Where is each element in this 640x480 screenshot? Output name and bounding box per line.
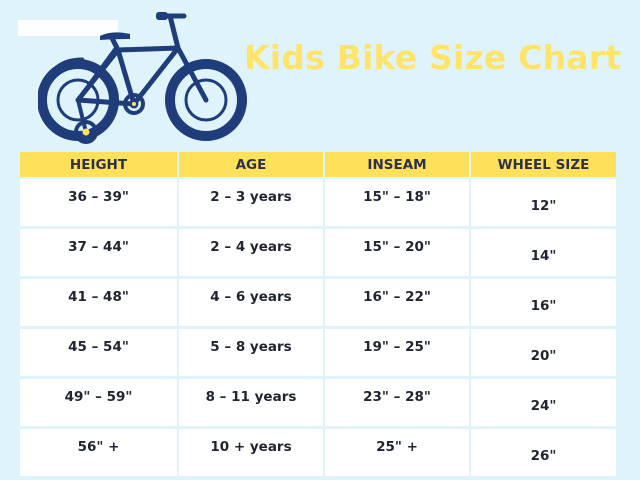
kids-bike-icon xyxy=(38,12,247,144)
cell-wheel-size: 16" xyxy=(471,279,616,326)
table-header: HEIGHT AGE INSEAM WHEEL SIZE xyxy=(20,152,616,177)
header-age: AGE xyxy=(179,152,323,177)
cell-height: 45 – 54" xyxy=(20,329,177,376)
cell-inseam: 19" – 25" xyxy=(325,329,469,376)
table-row: 37 – 44" 2 – 4 years 15" – 20" 14" xyxy=(20,229,616,276)
cell-age: 2 – 3 years xyxy=(179,179,323,226)
cell-wheel-size: 14" xyxy=(471,229,616,276)
cell-age: 5 – 8 years xyxy=(179,329,323,376)
cell-inseam: 16" – 22" xyxy=(325,279,469,326)
cell-wheel-size: 26" xyxy=(471,429,616,476)
header-inseam: INSEAM xyxy=(325,152,469,177)
cell-inseam: 15" – 20" xyxy=(325,229,469,276)
size-chart-table: HEIGHT AGE INSEAM WHEEL SIZE 36 – 39" 2 … xyxy=(20,152,616,479)
decorative-strip xyxy=(18,20,118,36)
table-row: 56" + 10 + years 25" + 26" xyxy=(20,429,616,476)
cell-age: 8 – 11 years xyxy=(179,379,323,426)
cell-wheel-size: 12" xyxy=(471,179,616,226)
cell-age: 4 – 6 years xyxy=(179,279,323,326)
cell-height: 49" – 59" xyxy=(20,379,177,426)
table-row: 49" – 59" 8 – 11 years 23" – 28" 24" xyxy=(20,379,616,426)
cell-wheel-size: 24" xyxy=(471,379,616,426)
cell-inseam: 15" – 18" xyxy=(325,179,469,226)
cell-height: 56" + xyxy=(20,429,177,476)
cell-height: 36 – 39" xyxy=(20,179,177,226)
header-height: HEIGHT xyxy=(20,152,177,177)
cell-height: 37 – 44" xyxy=(20,229,177,276)
cell-age: 10 + years xyxy=(179,429,323,476)
table-row: 41 – 48" 4 – 6 years 16" – 22" 16" xyxy=(20,279,616,326)
header-wheel-size: WHEEL SIZE xyxy=(471,152,616,177)
cell-age: 2 – 4 years xyxy=(179,229,323,276)
cell-height: 41 – 48" xyxy=(20,279,177,326)
table-row: 45 – 54" 5 – 8 years 19" – 25" 20" xyxy=(20,329,616,376)
page-title: Kids Bike Size Chart xyxy=(244,38,622,77)
cell-inseam: 23" – 28" xyxy=(325,379,469,426)
cell-wheel-size: 20" xyxy=(471,329,616,376)
table-row: 36 – 39" 2 – 3 years 15" – 18" 12" xyxy=(20,179,616,226)
cell-inseam: 25" + xyxy=(325,429,469,476)
